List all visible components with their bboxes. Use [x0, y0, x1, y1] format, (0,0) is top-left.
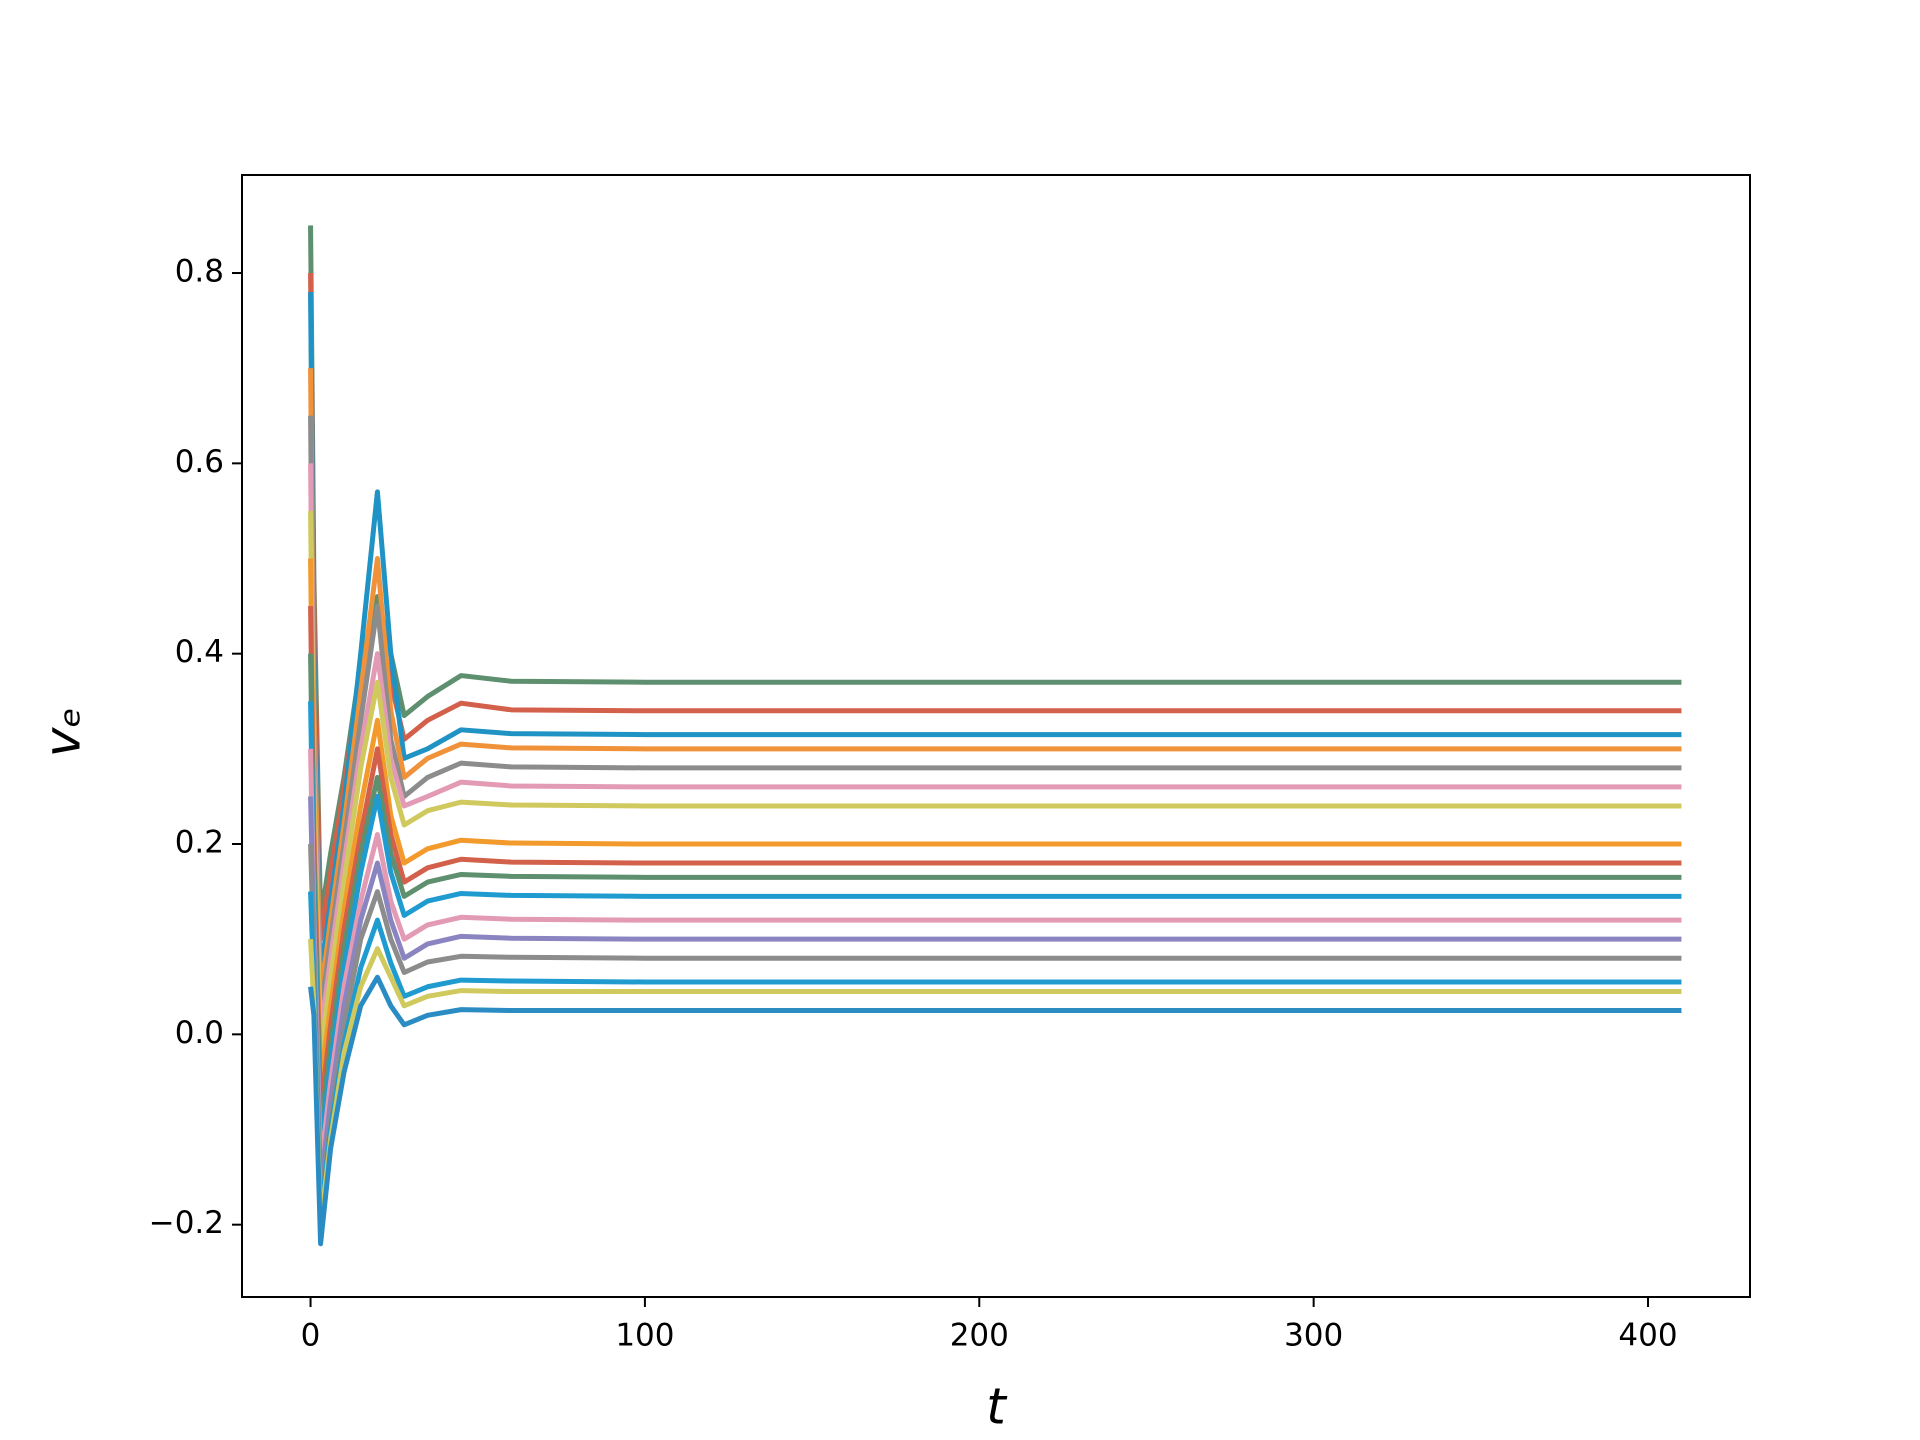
data-line	[308, 272, 1682, 942]
y-tick-label: 0.4	[175, 634, 224, 670]
y-tick-label: 0.6	[175, 444, 224, 480]
y-tick-label: 0.2	[175, 825, 224, 861]
x-tick-label: 200	[950, 1318, 1009, 1354]
plot-frame	[241, 174, 1751, 1298]
x-tick-label: 0	[301, 1318, 321, 1354]
x-tick-label: 300	[1284, 1318, 1343, 1354]
y-axis-title: vₑ	[34, 707, 92, 757]
x-tick-label: 100	[615, 1318, 674, 1354]
data-line	[308, 558, 1682, 1085]
data-line	[308, 225, 1682, 923]
y-tick-label: 0.0	[175, 1015, 224, 1051]
data-line	[308, 415, 1682, 1018]
data-line	[308, 510, 1682, 1056]
y-tick-label: 0.8	[175, 254, 224, 290]
data-line	[308, 653, 1682, 1133]
x-axis-title: t	[986, 1378, 1008, 1436]
x-tick-label: 400	[1618, 1318, 1677, 1354]
y-tick-label: −0.2	[149, 1205, 224, 1241]
data-line	[308, 974, 1682, 1247]
